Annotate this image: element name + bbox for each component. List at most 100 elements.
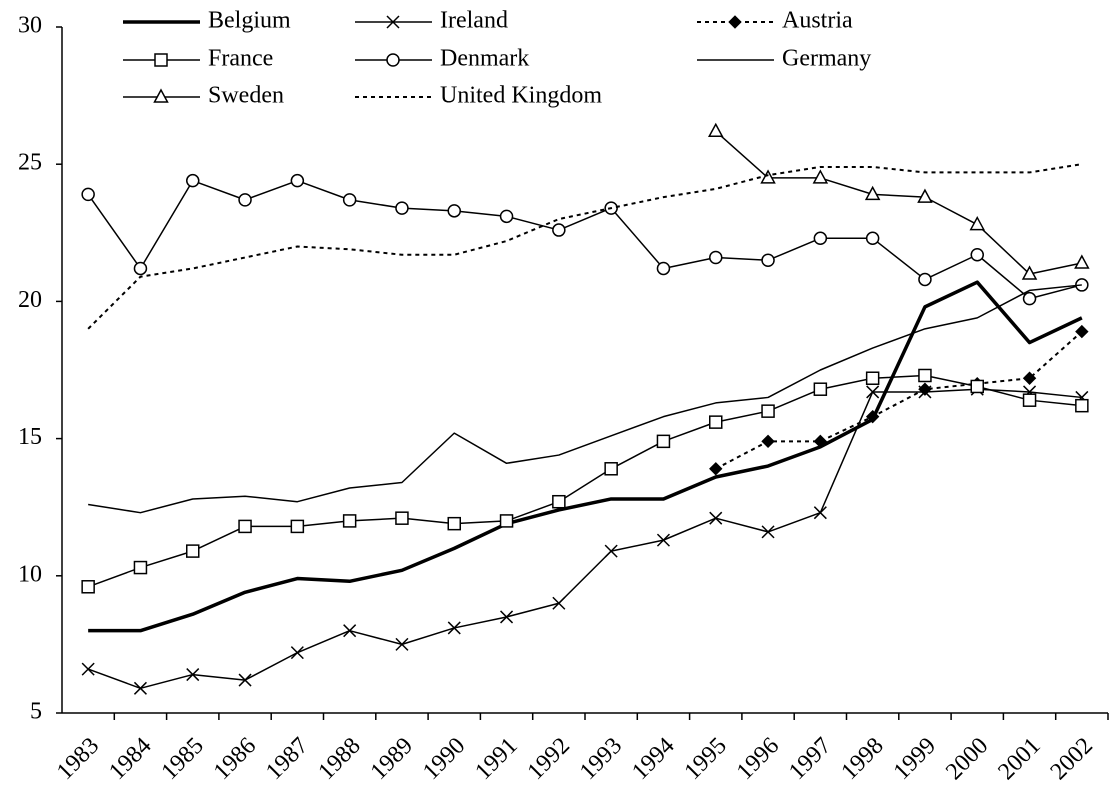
x-tick-label: 1987 bbox=[261, 733, 313, 785]
marker bbox=[761, 525, 775, 539]
marker bbox=[447, 516, 461, 531]
marker bbox=[707, 122, 724, 138]
marker bbox=[447, 621, 461, 635]
legend-item: Austria bbox=[697, 8, 853, 34]
marker bbox=[395, 201, 409, 215]
marker bbox=[290, 646, 304, 660]
marker bbox=[865, 409, 880, 424]
x-tick-label: 1999 bbox=[889, 733, 941, 785]
marker bbox=[709, 250, 723, 265]
marker bbox=[813, 382, 828, 396]
line bbox=[715, 130, 1083, 275]
marker bbox=[813, 434, 828, 449]
marker bbox=[656, 434, 671, 449]
x-tick-label: 1997 bbox=[784, 733, 836, 785]
marker bbox=[133, 261, 148, 276]
marker bbox=[709, 462, 723, 476]
marker bbox=[917, 188, 933, 203]
line bbox=[87, 163, 1083, 330]
marker bbox=[1022, 371, 1037, 385]
y-tick-label: 5 bbox=[30, 699, 42, 725]
marker bbox=[386, 15, 400, 29]
legend-label: Sweden bbox=[208, 83, 284, 109]
marker bbox=[812, 169, 829, 184]
marker bbox=[552, 223, 566, 237]
y-tick-label: 10 bbox=[18, 561, 42, 587]
marker bbox=[290, 173, 305, 188]
legend-item: Belgium bbox=[123, 8, 291, 34]
marker bbox=[656, 261, 671, 276]
marker bbox=[186, 173, 200, 188]
x-tick-label: 1985 bbox=[157, 733, 209, 785]
marker bbox=[970, 379, 984, 394]
marker bbox=[1022, 291, 1037, 306]
x-tick-label: 1992 bbox=[523, 733, 575, 785]
legend-item: Germany bbox=[697, 46, 871, 72]
marker bbox=[918, 368, 932, 383]
marker bbox=[761, 253, 775, 267]
marker bbox=[761, 404, 775, 418]
legend-label: Belgium bbox=[208, 8, 291, 34]
x-tick-label: 2002 bbox=[1046, 733, 1098, 785]
marker bbox=[447, 204, 461, 218]
marker bbox=[186, 668, 200, 682]
marker bbox=[552, 494, 566, 509]
legend-label: Austria bbox=[782, 8, 853, 34]
x-tick-label: 1983 bbox=[52, 733, 104, 785]
marker bbox=[865, 231, 880, 246]
x-tick-label: 1996 bbox=[732, 733, 784, 785]
marker bbox=[395, 637, 409, 651]
x-tick-label: 1984 bbox=[104, 733, 156, 785]
x-tick-label: 2000 bbox=[941, 733, 993, 785]
marker bbox=[709, 511, 723, 525]
marker bbox=[760, 169, 776, 184]
series bbox=[81, 382, 1089, 695]
marker bbox=[604, 462, 618, 476]
legend-item: Ireland bbox=[355, 8, 508, 34]
marker bbox=[864, 185, 881, 201]
marker bbox=[761, 434, 775, 449]
x-tick-label: 1998 bbox=[836, 733, 888, 785]
marker bbox=[81, 187, 95, 202]
marker bbox=[342, 514, 357, 528]
marker bbox=[342, 193, 357, 207]
marker bbox=[81, 580, 95, 594]
marker bbox=[813, 506, 827, 520]
marker bbox=[1075, 324, 1089, 339]
marker bbox=[604, 544, 618, 558]
x-tick-label: 1991 bbox=[470, 733, 522, 785]
series bbox=[88, 284, 1082, 514]
marker bbox=[728, 15, 742, 29]
marker bbox=[1075, 398, 1089, 413]
line bbox=[715, 330, 1083, 470]
marker bbox=[499, 514, 514, 528]
marker bbox=[1021, 265, 1038, 280]
marker bbox=[133, 560, 148, 575]
legend-item: Sweden bbox=[123, 83, 284, 109]
marker bbox=[918, 382, 932, 396]
marker bbox=[656, 533, 670, 547]
legend-label: Denmark bbox=[440, 46, 529, 72]
marker bbox=[238, 673, 252, 687]
legend-label: France bbox=[208, 46, 273, 72]
marker bbox=[552, 596, 566, 610]
marker bbox=[1022, 393, 1037, 407]
series bbox=[81, 368, 1089, 594]
legend-label: United Kingdom bbox=[440, 83, 602, 109]
marker bbox=[133, 681, 147, 695]
legend-label: Germany bbox=[782, 46, 871, 72]
y-tick-label: 25 bbox=[18, 150, 42, 176]
marker bbox=[395, 511, 409, 525]
legend-label: Ireland bbox=[440, 8, 508, 34]
marker bbox=[290, 519, 305, 534]
marker bbox=[153, 88, 169, 103]
marker bbox=[499, 209, 514, 224]
marker bbox=[500, 610, 514, 624]
marker bbox=[186, 544, 200, 558]
marker bbox=[969, 215, 986, 231]
y-tick-label: 20 bbox=[18, 287, 42, 313]
marker bbox=[386, 53, 400, 67]
x-tick-label: 1988 bbox=[313, 733, 365, 785]
marker bbox=[865, 371, 880, 385]
